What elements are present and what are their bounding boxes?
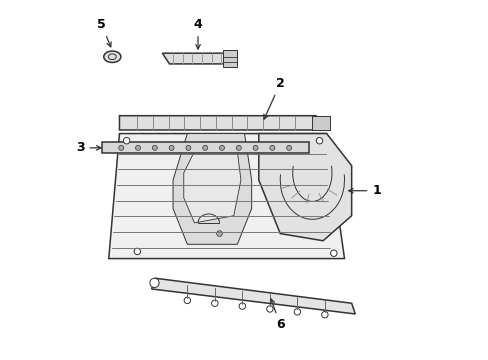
Text: 5: 5 xyxy=(97,18,111,47)
Circle shape xyxy=(269,145,274,150)
Circle shape xyxy=(216,231,222,237)
Polygon shape xyxy=(119,116,329,130)
Circle shape xyxy=(203,145,207,150)
Polygon shape xyxy=(108,134,344,258)
Circle shape xyxy=(330,250,336,256)
Polygon shape xyxy=(183,152,241,223)
Polygon shape xyxy=(258,134,351,241)
Text: 6: 6 xyxy=(270,299,284,331)
Polygon shape xyxy=(102,143,308,153)
Circle shape xyxy=(135,145,140,150)
Circle shape xyxy=(134,248,140,255)
Text: 2: 2 xyxy=(264,77,284,119)
Bar xyxy=(312,116,329,130)
Polygon shape xyxy=(151,278,354,314)
Circle shape xyxy=(119,145,123,150)
Polygon shape xyxy=(162,53,233,64)
Ellipse shape xyxy=(103,51,121,63)
Circle shape xyxy=(316,138,322,144)
Circle shape xyxy=(185,145,190,150)
Circle shape xyxy=(149,278,159,288)
Circle shape xyxy=(123,138,130,144)
Circle shape xyxy=(236,145,241,150)
Circle shape xyxy=(286,145,291,150)
Text: 4: 4 xyxy=(193,18,202,49)
Circle shape xyxy=(169,145,174,150)
Text: 1: 1 xyxy=(348,184,380,197)
Circle shape xyxy=(152,145,157,150)
Text: 3: 3 xyxy=(76,141,101,154)
Polygon shape xyxy=(173,134,251,244)
Circle shape xyxy=(219,145,224,150)
Circle shape xyxy=(253,145,258,150)
Bar xyxy=(223,50,237,67)
